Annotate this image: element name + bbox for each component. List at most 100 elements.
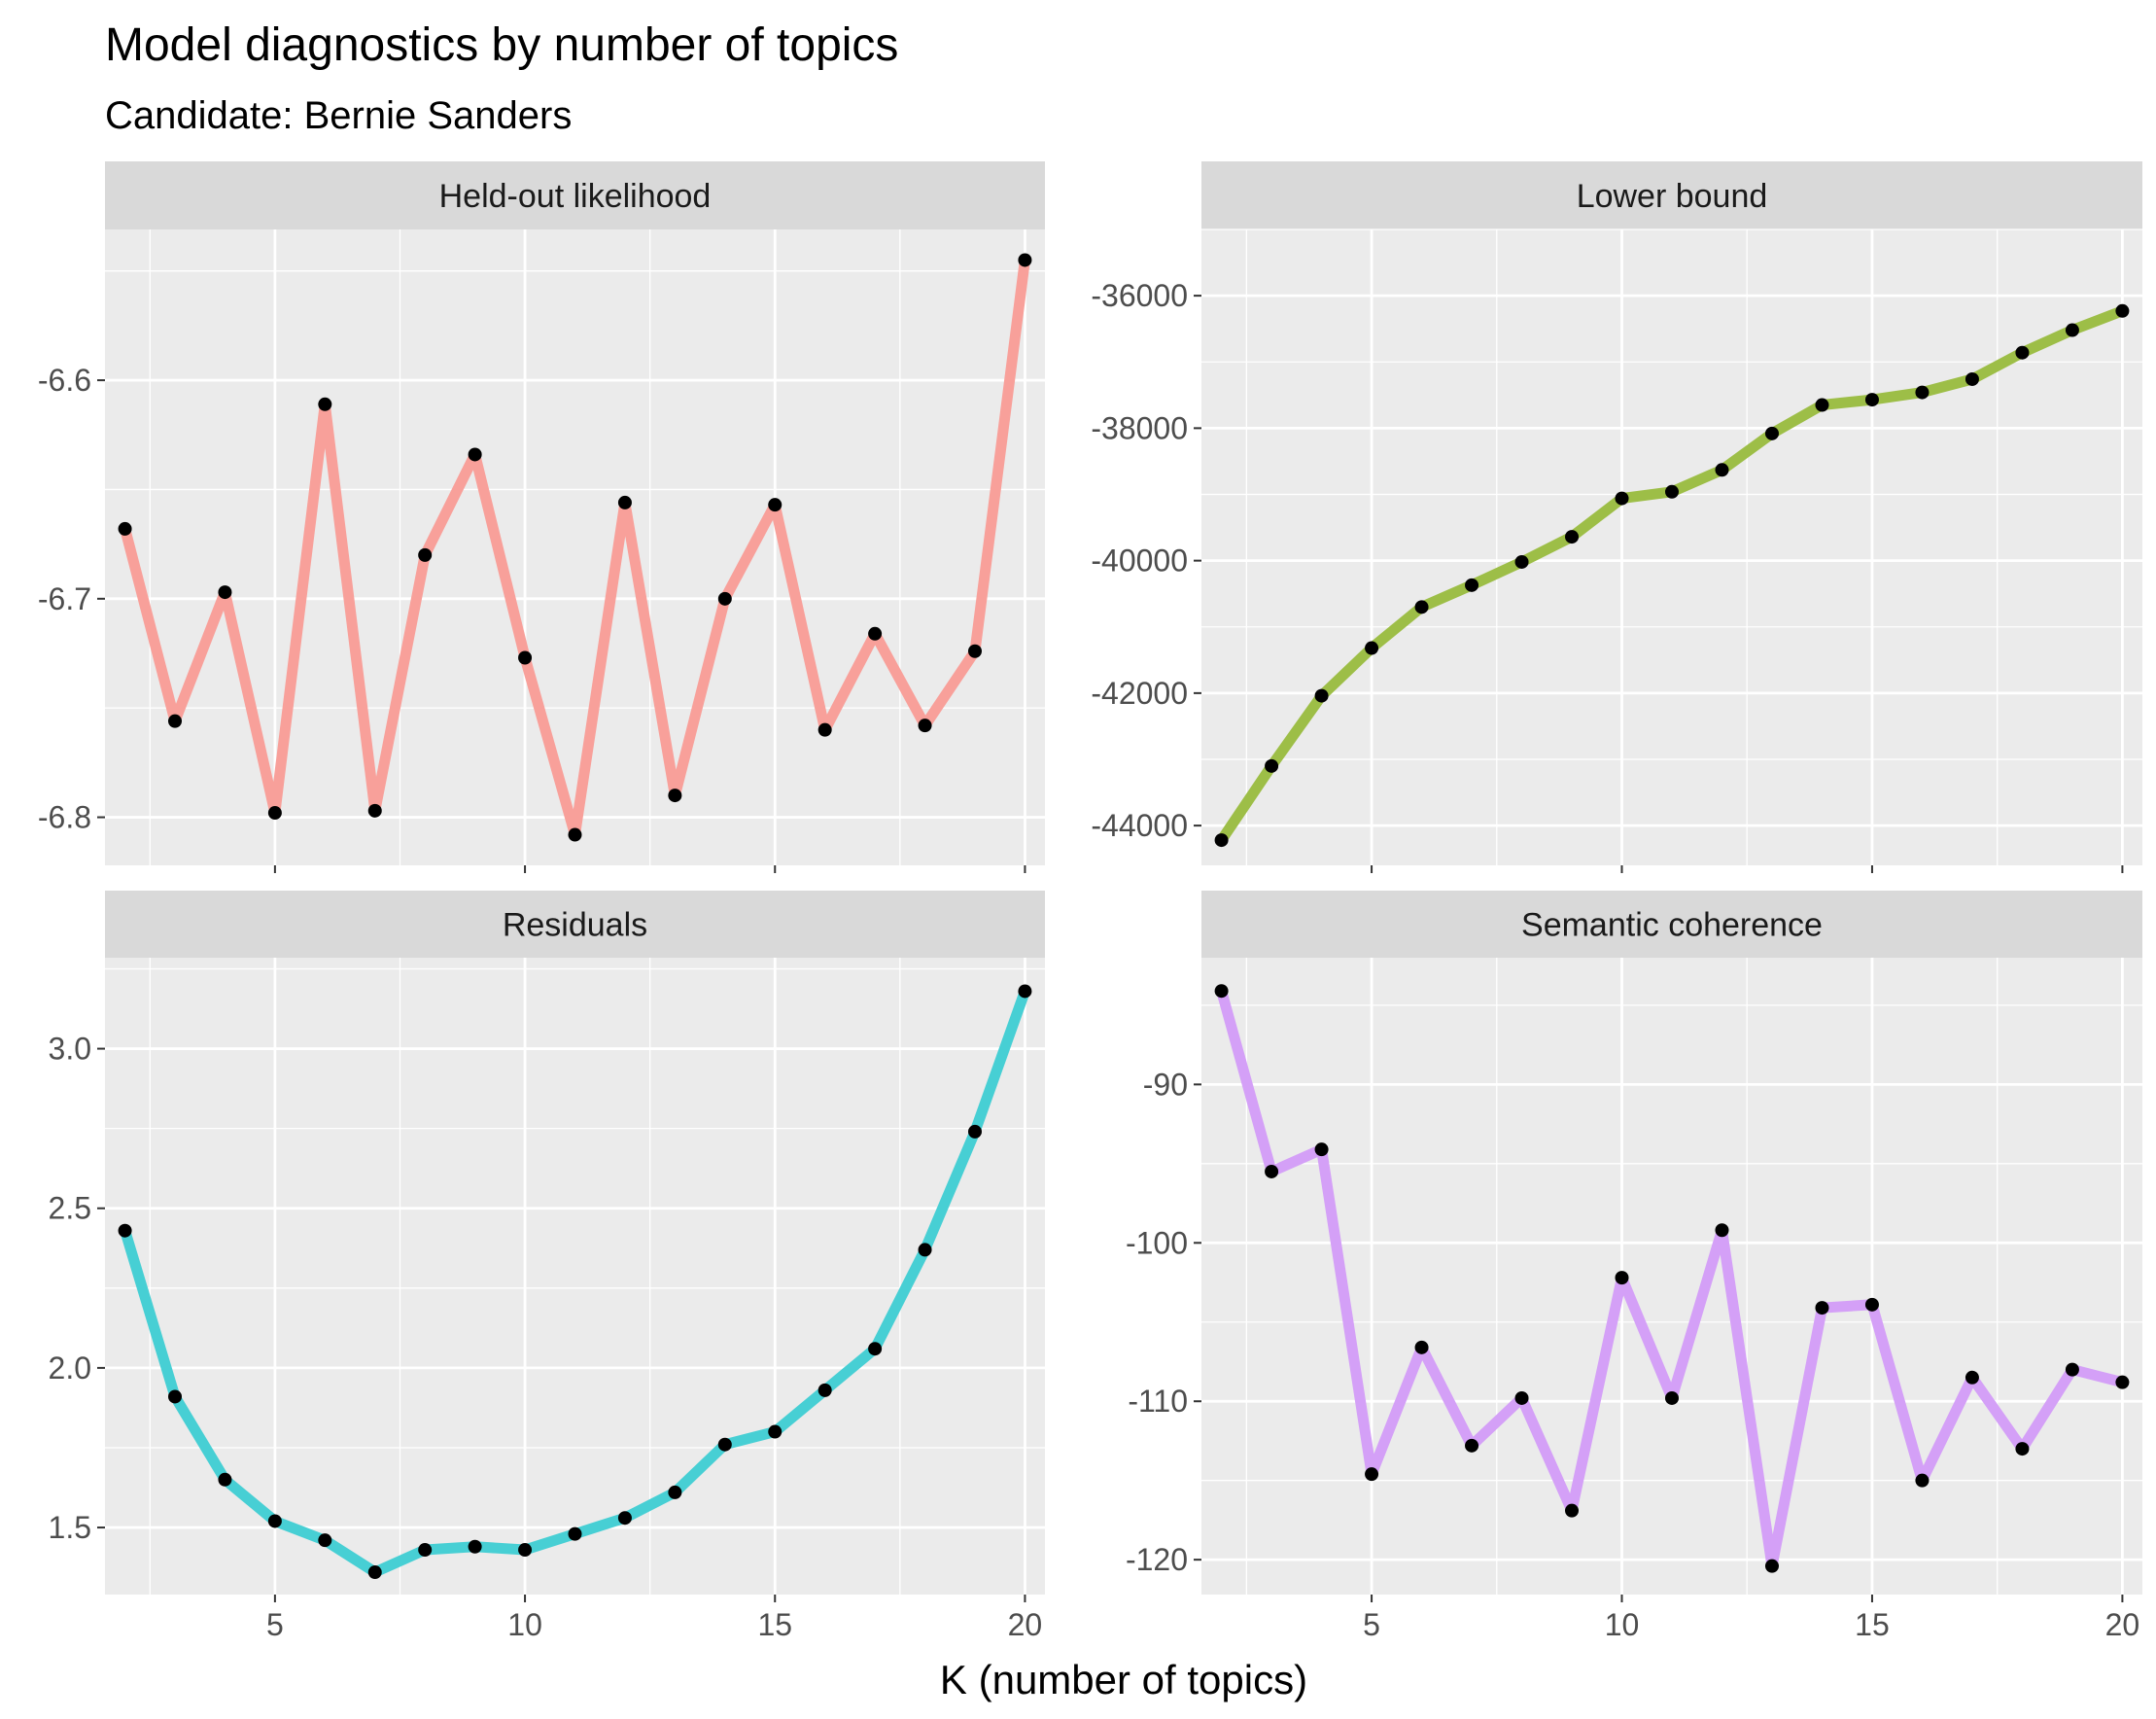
data-point [1965,371,1979,386]
x-tick-label: 15 [1855,1607,1890,1642]
data-point [1815,1301,1829,1316]
panels-group: Held-out likelihood -6.6 -6.7 -6.8 Lower bou… [38,161,2142,1642]
data-point [367,1565,382,1580]
data-point [168,714,183,728]
x-tick-label: 5 [266,1607,284,1642]
data-point [118,1223,132,1238]
data-point [1514,554,1529,569]
x-tick-label: 15 [757,1607,792,1642]
facet-label: Semantic coherence [1521,907,1823,944]
panel-held-out-likelihood: Held-out likelihood -6.6 -6.7 -6.8 [38,161,1045,873]
data-point [1965,1370,1979,1385]
data-point [468,1539,482,1554]
data-point [518,1543,533,1558]
data-point [1314,1142,1329,1157]
data-point [2015,1442,2030,1456]
data-point [768,498,782,512]
data-point [118,521,132,536]
panel-background [1201,958,2142,1595]
data-point [2015,345,2030,360]
data-point [1864,393,1879,407]
data-point [2065,323,2079,337]
data-point [918,1243,932,1257]
data-point [1864,1297,1879,1312]
data-point [168,1389,183,1404]
y-tick-label: -6.8 [38,800,91,835]
data-point [717,591,732,606]
y-tick-label: -40000 [1091,544,1188,579]
y-tick-label: 2.5 [49,1191,91,1226]
data-point [1615,1271,1629,1285]
data-point [1764,426,1779,440]
data-point [967,644,982,658]
y-tick-label: -100 [1126,1225,1188,1260]
data-point [418,1543,433,1558]
data-point [1018,984,1032,999]
data-point [318,1533,332,1548]
facet-label: Residuals [503,907,647,944]
y-tick-label: -90 [1143,1067,1188,1102]
panel-background [105,229,1045,865]
y-tick-label: -42000 [1091,676,1188,711]
data-point [1465,578,1479,592]
facet-strip [1201,891,2142,958]
y-tick-label: 1.5 [49,1510,91,1545]
data-point [1414,1340,1429,1354]
facet-strip [105,161,1045,229]
data-point [617,1511,632,1526]
data-point [1565,1503,1580,1518]
y-tick-label: -44000 [1091,808,1188,843]
data-point [1915,385,1930,400]
y-tick-label: -38000 [1091,410,1188,445]
data-point [2115,1375,2130,1389]
data-point [367,803,382,818]
y-tick-label: -36000 [1091,278,1188,313]
data-point [717,1437,732,1452]
data-point [1665,1390,1679,1405]
chart-title: Model diagnostics by number of topics [105,19,898,71]
data-point [967,1124,982,1139]
data-point [218,1472,232,1487]
panel-residuals: Residuals 1.5 2.0 2.5 3.0 5 10 15 20 [49,891,1045,1642]
data-point [2065,1362,2079,1377]
data-point [1815,398,1829,412]
x-tick-label: 20 [1008,1607,1043,1642]
data-point [267,806,282,821]
facet-label: Held-out likelihood [439,178,712,215]
x-tick-label: 20 [2105,1607,2140,1642]
facet-label: Lower bound [1577,178,1768,215]
data-point [468,447,482,462]
facet-strip [105,891,1045,958]
y-tick-label: -120 [1126,1542,1188,1577]
data-point [568,827,582,842]
panel-semantic-coherence: Semantic coherence -90 -100 -110 -120 5 10 15 20 [1126,891,2142,1642]
data-point [518,650,533,665]
panel-background [1201,229,2142,865]
data-point [1465,1438,1479,1453]
data-point [1018,253,1032,267]
y-tick-label: 2.0 [49,1351,91,1386]
data-point [1715,463,1729,477]
data-point [817,1383,832,1397]
data-point [1365,1467,1379,1482]
x-axis-title: K (number of topics) [940,1657,1307,1702]
data-point [218,585,232,600]
data-point [1764,1559,1779,1573]
data-point [1615,491,1629,506]
panel-lower-bound: Lower bound -36000 -38000 -40000 -42000 -4400… [1091,161,2142,873]
data-point [1365,641,1379,655]
data-point [1265,758,1279,773]
data-point [568,1526,582,1541]
data-point [1314,688,1329,703]
y-tick-label: 3.0 [49,1032,91,1067]
panel-background [105,958,1045,1595]
data-point [1565,530,1580,544]
data-point [1214,833,1229,848]
data-point [617,495,632,509]
data-point [1214,984,1229,999]
data-point [768,1424,782,1439]
data-point [1514,1390,1529,1405]
facet-strip [1201,161,2142,229]
data-point [668,789,682,803]
